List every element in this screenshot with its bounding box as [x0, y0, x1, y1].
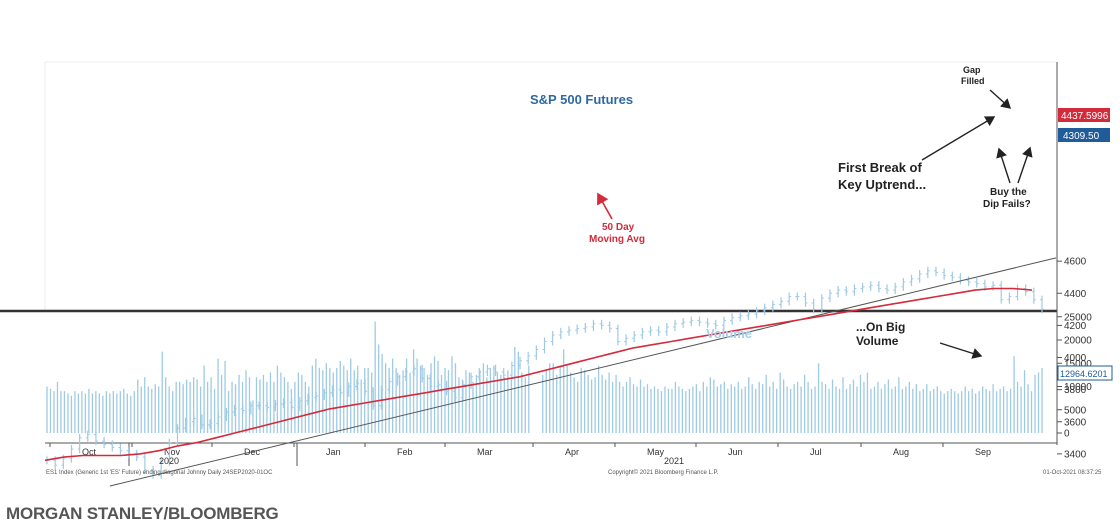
- price-tick-label: 4200: [1064, 321, 1087, 332]
- x-tick-label: Jul: [810, 447, 822, 457]
- volume-tick-label: 10000: [1064, 382, 1092, 393]
- price-last-value-label: 4309.50: [1058, 128, 1110, 142]
- year-label-2020: 2020: [159, 456, 179, 466]
- moving-average-line: [44, 287, 1033, 462]
- sp500-chart: 3400 3600 3800 4000 4200 4400 4600 0 5000 10000 1…: [0, 61, 1113, 487]
- annotation-buy-the-dip: Buy the Dip Fails?: [983, 187, 1031, 210]
- image-credit: MORGAN STANLEY/BLOOMBERG: [6, 504, 279, 523]
- price-tick-label: 3800: [1064, 385, 1087, 396]
- x-tick-label: Sep: [975, 447, 991, 457]
- ma-last-value-label: 4437.5996: [1058, 108, 1110, 122]
- volume-axis-ticks: 0 5000 10000 15000 20000 25000: [1057, 312, 1092, 440]
- price-tick-label: 3600: [1064, 417, 1087, 428]
- arrow-dip-1: [996, 147, 1011, 184]
- chart-title: S&P 500 Futures: [530, 92, 633, 107]
- annotation-moving-avg: 50 Day Moving Avg: [589, 222, 645, 245]
- volume-last-value-label: 12964.6201: [1057, 365, 1113, 381]
- footer-center: Copyright© 2021 Bloomberg Finance L.P.: [608, 469, 719, 476]
- volume-tick-label: 15000: [1064, 359, 1092, 370]
- arrow-big-volume: [939, 342, 983, 359]
- svg-text:12964.6201: 12964.6201: [1060, 369, 1108, 379]
- price-tick-label: 3400: [1064, 449, 1087, 460]
- x-tick-label: Jan: [326, 447, 341, 457]
- annotation-first-break: First Break of Key Uptrend...: [838, 160, 926, 192]
- chart-container: 3400 3600 3800 4000 4200 4400 4600 0 5000 10000 1…: [0, 61, 1113, 487]
- annotation-big-volume: ...On Big Volume: [856, 320, 905, 348]
- arrow-first-break: [921, 116, 996, 161]
- volume-tick-label: 0: [1064, 429, 1070, 440]
- price-axis-ticks: 3400 3600 3800 4000 4200 4400 4600: [1057, 257, 1087, 460]
- x-axis-ticks: Oct Nov Dec Jan Feb Mar Apr May Jun Jul Aug Sep: [49, 443, 991, 466]
- svg-text:4437.5996: 4437.5996: [1061, 111, 1109, 122]
- price-tick-label: 4600: [1064, 257, 1087, 268]
- arrow-dip-2: [1017, 146, 1033, 184]
- footer-left: ES1 Index (Generic 1st 'ES' Future) endi…: [46, 470, 273, 476]
- x-tick-label: May: [647, 447, 665, 457]
- x-tick-label: Apr: [565, 447, 579, 457]
- x-tick-label: Feb: [397, 447, 413, 457]
- arrow-gap-filled: [989, 89, 1012, 109]
- annotation-gap-filled: Gap Filled: [961, 65, 985, 86]
- key-uptrend-line: [109, 257, 1057, 487]
- volume-bars: [46, 321, 1043, 433]
- x-tick-label: Jun: [728, 447, 743, 457]
- volume-title: Volume: [706, 326, 752, 341]
- price-tick-label: 4000: [1064, 353, 1087, 364]
- volume-tick-label: 20000: [1064, 336, 1092, 347]
- year-label-2021: 2021: [664, 456, 684, 466]
- x-tick-label: Mar: [477, 447, 493, 457]
- volume-tick-label: 25000: [1064, 312, 1092, 323]
- volume-tick-label: 5000: [1064, 405, 1087, 416]
- footer-right: 01-Oct-2021 08:37:25: [1043, 470, 1102, 476]
- x-tick-label: Nov: [164, 447, 181, 457]
- price-tick-label: 4400: [1064, 289, 1087, 300]
- x-tick-label: Aug: [893, 447, 909, 457]
- x-tick-label: Oct: [82, 447, 97, 457]
- arrow-moving-avg: [597, 192, 613, 220]
- svg-text:4309.50: 4309.50: [1063, 131, 1100, 142]
